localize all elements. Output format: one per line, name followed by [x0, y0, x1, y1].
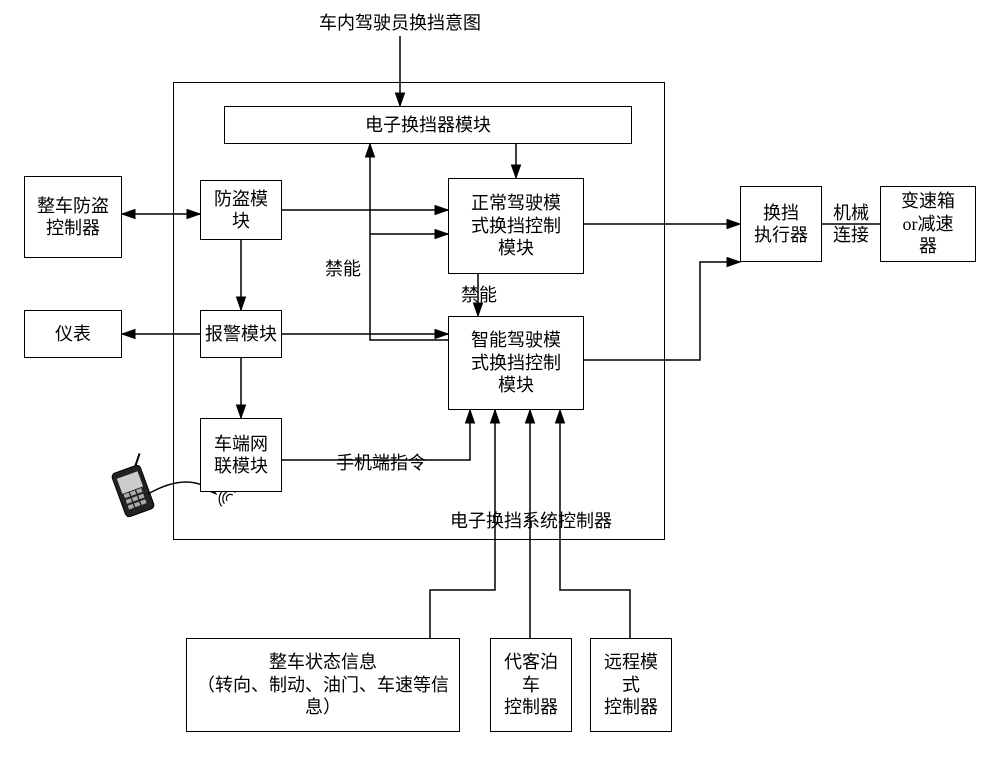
node-remote: 远程模式控制器: [590, 638, 672, 732]
node-normal_ctrl: 正常驾驶模式换挡控制模块: [448, 178, 584, 274]
node-disable1: 禁能: [318, 256, 368, 282]
node-gearbox: 变速箱or减速器: [880, 186, 976, 262]
node-phone_cmd: 手机端指令: [326, 450, 436, 476]
node-smart_ctrl: 智能驾驶模式换挡控制模块: [448, 316, 584, 410]
node-shifter_mod: 电子换挡器模块: [224, 106, 632, 144]
node-valet: 代客泊车控制器: [490, 638, 572, 732]
node-title: 车内驾驶员换挡意图: [270, 10, 530, 36]
node-antitheft: 防盗模块: [200, 180, 282, 240]
phone-icon: [108, 453, 159, 517]
node-ctrl_label: 电子换挡系统控制器: [426, 508, 636, 534]
wave-1: [223, 491, 236, 504]
edge-smart-disable-shifter: [370, 144, 448, 340]
node-mech_label: 机械连接: [824, 198, 878, 250]
node-ext_antitheft: 整车防盗控制器: [24, 176, 122, 258]
wave-0: [226, 494, 232, 500]
node-dashboard: 仪表: [24, 310, 122, 358]
node-alarm: 报警模块: [200, 310, 282, 358]
edge-smart-to-actuator: [584, 262, 740, 360]
node-telematics: 车端网联模块: [200, 418, 282, 492]
node-disable2: 禁能: [454, 282, 504, 308]
node-status: 整车状态信息（转向、制动、油门、车速等信息）: [186, 638, 460, 732]
node-actuator: 换挡执行器: [740, 186, 822, 262]
diagram-canvas: 车内驾驶员换挡意图整车防盗控制器仪表 电子换挡器模块防盗模块报警模块车端网联模块 正…: [0, 0, 1000, 767]
